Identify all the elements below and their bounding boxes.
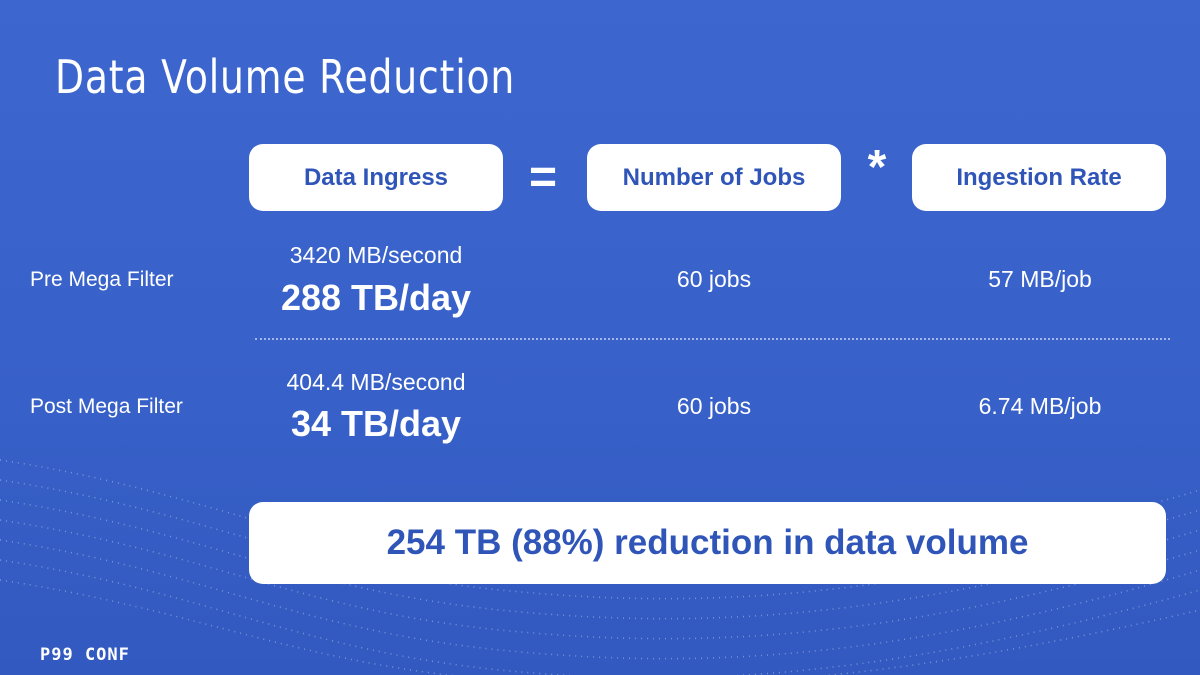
operator: * xyxy=(867,141,887,194)
header-box: Number of Jobs xyxy=(587,144,841,211)
header-box: Ingestion Rate xyxy=(912,144,1166,211)
per-job-rate: 6.74 MB/job xyxy=(978,393,1102,419)
slide-title: Data Volume Reduction xyxy=(55,50,516,104)
daily-volume: 288 TB/day xyxy=(280,277,472,318)
jobs: 60 jobs xyxy=(676,266,752,292)
summary-box: 254 TB (88%) reduction in data volume xyxy=(249,502,1166,584)
row-divider xyxy=(255,338,1170,340)
operator: = xyxy=(528,151,558,204)
per-job-rate: 57 MB/job xyxy=(988,266,1092,292)
jobs: 60 jobs xyxy=(676,393,752,419)
row-label: Pre Mega Filter xyxy=(30,268,174,291)
logo: P99 CONF xyxy=(40,645,130,665)
rate: 3420 MB/second xyxy=(289,242,463,268)
row-label: Post Mega Filter xyxy=(30,395,183,418)
rate: 404.4 MB/second xyxy=(286,369,466,395)
header-box: Data Ingress xyxy=(249,144,503,211)
daily-volume: 34 TB/day xyxy=(290,403,462,444)
